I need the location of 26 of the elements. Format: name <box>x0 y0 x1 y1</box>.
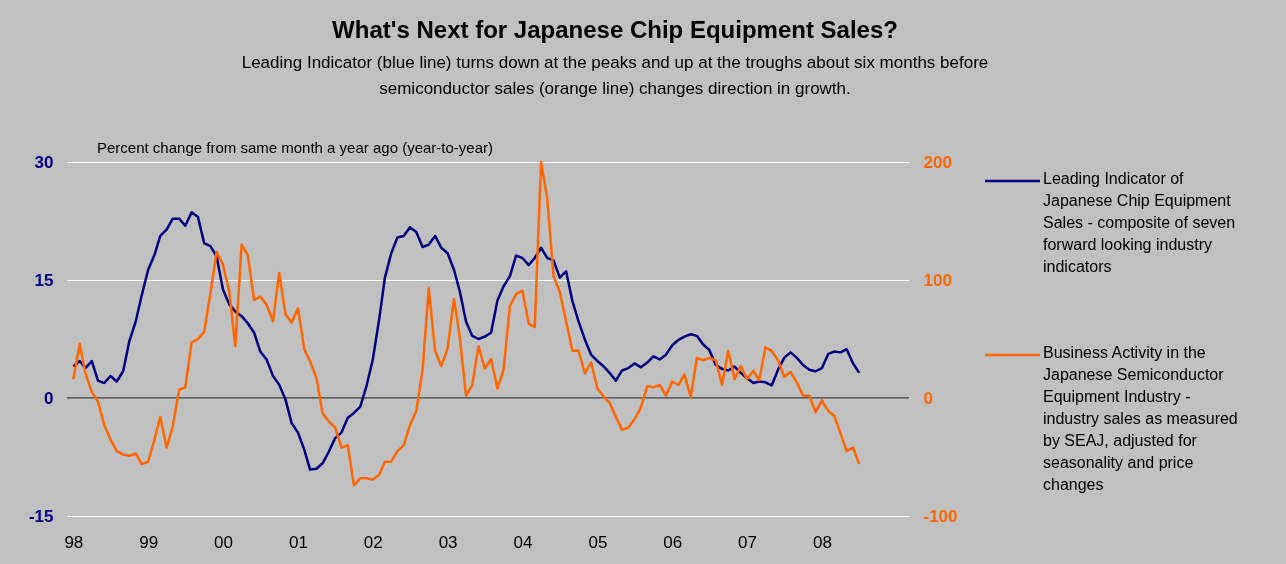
x-tick-label: 01 <box>289 532 308 552</box>
line-series <box>72 211 861 471</box>
x-tick-label: 07 <box>738 532 758 552</box>
y-tick-label: 15 <box>34 270 54 290</box>
x-tick-label: 02 <box>363 532 383 552</box>
y2-tick-label: -100 <box>923 506 958 526</box>
y2-tick-label: 100 <box>923 270 952 290</box>
legend-label: Business Activity in the Japanese Semiconductor Equipment Industry - industry sales as measured by SEAJ, adjusted for seasonality and price changes <box>1043 344 1238 493</box>
y2-tick-label: 0 <box>923 388 933 408</box>
x-tick-label: 00 <box>214 532 233 552</box>
text: Percent change from same month a year ago (year-to-year) <box>97 139 494 156</box>
chart-subtitle: Leading Indicator (blue line) turns down at the peaks and up at the troughs about six months before semiconductor sales (orange line) changes direction in growth. <box>241 53 989 98</box>
x-tick-label: 98 <box>64 532 84 552</box>
x-tick-label: 05 <box>588 532 608 552</box>
x-tick-label: 06 <box>663 532 683 552</box>
line-series <box>72 160 861 487</box>
chart-title: What's Next for Japanese Chip Equipment Sales? <box>332 16 898 43</box>
x-tick-label: 03 <box>438 532 458 552</box>
y-tick-label: 30 <box>34 152 54 172</box>
x-tick-label: 08 <box>812 532 832 552</box>
y-tick-label: 0 <box>44 388 54 408</box>
x-tick-label: 99 <box>139 532 159 552</box>
x-tick-label: 04 <box>513 532 533 552</box>
y2-tick-label: 200 <box>923 152 952 172</box>
legend-label: Leading Indicator of Japanese Chip Equipment Sales - composite of seven forward looking industry indicators <box>1043 170 1236 275</box>
y-tick-label: -15 <box>28 506 54 526</box>
